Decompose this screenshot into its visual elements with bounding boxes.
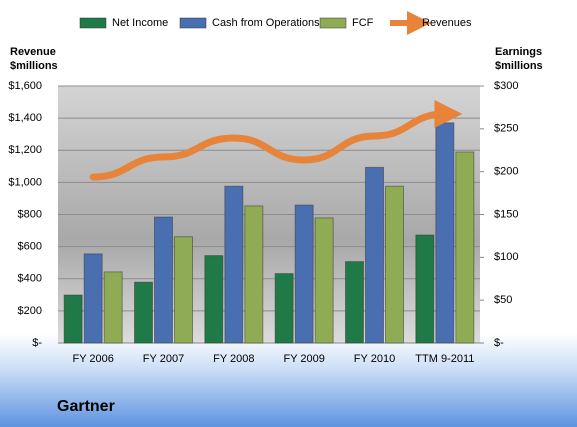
x-tick-label: TTM 9-2011 [415, 353, 474, 365]
legend-label: FCF [352, 17, 374, 29]
bar [314, 217, 334, 344]
bar [365, 166, 384, 344]
y-tick-label: $400 [18, 273, 42, 285]
bar [174, 236, 193, 344]
bar [294, 204, 314, 344]
bar [455, 151, 475, 344]
bar [134, 281, 153, 344]
y2-tick-label: $250 [494, 123, 518, 135]
y2-tick-label: $- [494, 337, 504, 349]
legend-swatch [179, 17, 207, 29]
x-tick-label: FY 2008 [213, 353, 254, 365]
y-tick-label: $800 [18, 208, 42, 220]
bar [204, 255, 224, 344]
legend-label: Cash from Operations [212, 17, 320, 29]
y2-tick-label: $300 [494, 80, 518, 92]
legend-swatch [319, 17, 347, 29]
bar [63, 294, 83, 344]
y2-tick-label: $100 [494, 251, 518, 263]
y-tick-label: $200 [18, 305, 42, 317]
bar [103, 271, 123, 344]
line [89, 99, 463, 181]
y2-tick-label: $200 [494, 166, 518, 178]
y-tick-label: $1,400 [8, 112, 42, 124]
x-tick-label: FY 2007 [143, 353, 184, 365]
chart-title: Gartner [57, 398, 115, 415]
y2-tick-label: $150 [494, 208, 518, 220]
bar [435, 122, 455, 344]
bar [385, 185, 404, 344]
y2-axis-title: Earnings $millions [495, 46, 543, 72]
y-tick-label: $- [32, 337, 42, 349]
x-tick-label: FY 2009 [283, 353, 324, 365]
legend-swatch [79, 17, 107, 29]
bar [224, 185, 244, 344]
x-tick-label: FY 2010 [354, 353, 395, 365]
bar [154, 216, 173, 344]
y-tick-label: $600 [18, 241, 42, 253]
y-axis-title: Revenue $millions [10, 46, 58, 72]
bar [244, 205, 264, 344]
y-tick-label: $1,200 [8, 144, 42, 156]
bar [83, 253, 103, 344]
legend-label: Revenues [422, 17, 472, 29]
bar [345, 261, 364, 344]
bar [274, 273, 294, 344]
y-tick-label: $1,600 [8, 80, 42, 92]
x-tick-label: FY 2006 [72, 353, 113, 365]
legend-label: Net Income [112, 17, 168, 29]
y-tick-label: $1,000 [8, 176, 42, 188]
bar [415, 234, 435, 344]
y2-tick-label: $50 [494, 294, 512, 306]
